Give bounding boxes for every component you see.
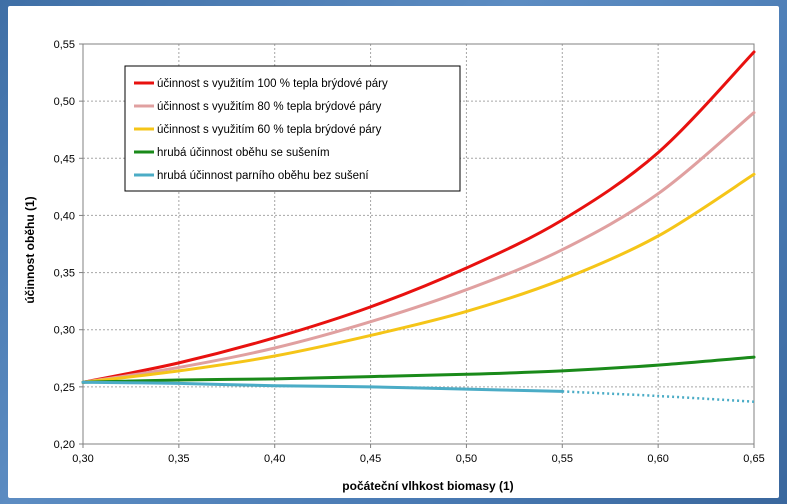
y-tick-label: 0,20 bbox=[54, 439, 75, 451]
series-line-5 bbox=[81, 380, 564, 393]
efficiency-chart: 0,30 0,35 0,40 0,45 0,50 0,55 0,60 0,65 0,200,2… bbox=[23, 39, 765, 493]
x-axis-ticks: 0,30 0,35 0,40 0,45 0,50 0,55 0,60 0,65 bbox=[72, 444, 765, 465]
legend-entry: hrubá účinnost parního oběhu bez sušení bbox=[157, 170, 369, 182]
legend-entry: hrubá účinnost oběhu se sušením bbox=[157, 147, 330, 159]
y-tick-label: 0,40 bbox=[54, 210, 75, 222]
x-tick-label: 0,35 bbox=[168, 453, 189, 465]
legend-entry: účinnost s využitím 100 % tepla brýdové … bbox=[157, 78, 388, 90]
series-line-1 bbox=[81, 50, 756, 384]
y-axis-ticks: 0,20 0,25 0,30 0,35 0,40 0,45 0,50 0,55 bbox=[54, 39, 83, 451]
x-tick-label: 0,55 bbox=[552, 453, 573, 465]
y-tick-label: 0,35 bbox=[54, 268, 75, 280]
x-tick-label: 0,50 bbox=[456, 453, 477, 465]
series-line-4 bbox=[81, 355, 756, 384]
legend: účinnost s využitím 100 % tepla brýdové … bbox=[124, 65, 461, 192]
series-layer bbox=[81, 50, 756, 403]
y-tick-label: 0,30 bbox=[54, 325, 75, 337]
y-tick-label: 0,50 bbox=[54, 96, 75, 108]
x-tick-label: 0,45 bbox=[360, 453, 381, 465]
y-tick-label: 0,55 bbox=[54, 39, 75, 51]
x-axis-label: počáteční vlhkost biomasy (1) bbox=[342, 479, 513, 493]
x-tick-label: 0,65 bbox=[743, 453, 764, 465]
legend-box bbox=[124, 65, 461, 192]
plot-area bbox=[82, 43, 755, 445]
x-tick-label: 0,30 bbox=[72, 453, 93, 465]
series-line-2 bbox=[81, 111, 756, 384]
y-tick-label: 0,25 bbox=[54, 382, 75, 394]
legend-entry: účinnost s využitím 60 % tepla brýdové p… bbox=[157, 124, 382, 136]
x-tick-label: 0,40 bbox=[264, 453, 285, 465]
series-line-5-extension bbox=[562, 390, 755, 403]
x-tick-label: 0,60 bbox=[647, 453, 668, 465]
legend-entry: účinnost s využitím 80 % tepla brýdové p… bbox=[157, 101, 382, 113]
plot-border bbox=[82, 43, 755, 445]
y-axis-label: účinnost oběhu (1) bbox=[23, 196, 37, 303]
series-line-3 bbox=[81, 172, 756, 384]
y-tick-label: 0,45 bbox=[54, 153, 75, 165]
chart-frame: 0,30 0,35 0,40 0,45 0,50 0,55 0,60 0,65 0,20 0,2… bbox=[8, 6, 779, 498]
